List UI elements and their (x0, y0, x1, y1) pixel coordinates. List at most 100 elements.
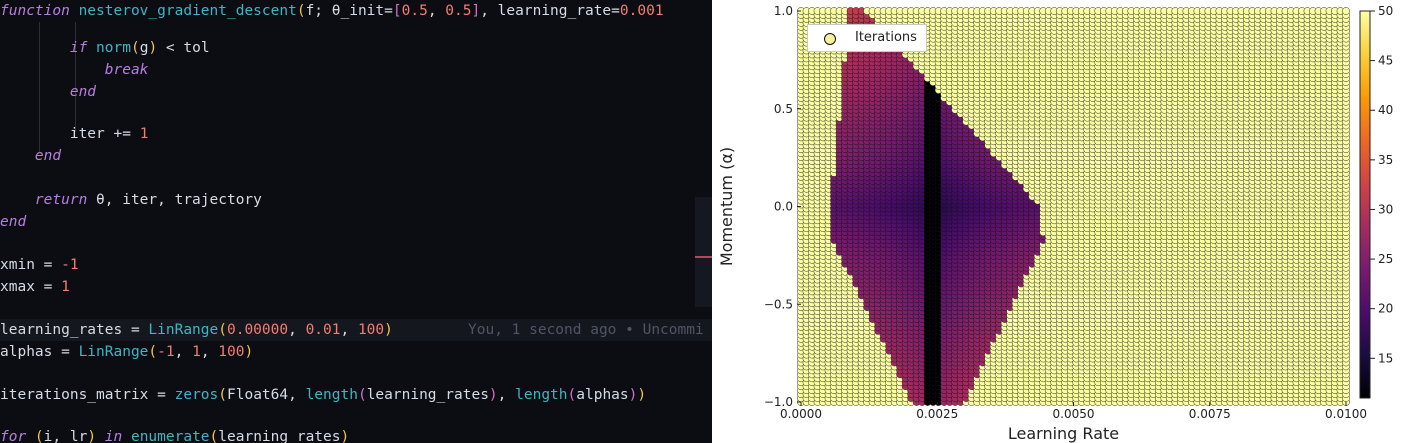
code-token: , (340, 322, 358, 338)
code-line[interactable]: for (i, lr) in enumerate(learning_rates) (0, 426, 712, 443)
code-token: ) (244, 344, 254, 360)
code-token: 0.5 (401, 3, 428, 19)
code-line[interactable]: end (0, 81, 712, 103)
code-line[interactable]: iterations_matrix = zeros(Float64, lengt… (0, 384, 712, 406)
code-token: zeros (174, 387, 219, 403)
code-token: LinRange (148, 322, 219, 338)
code-token: end (69, 84, 97, 100)
code-line[interactable]: if norm(g) < tol (0, 37, 712, 59)
code-token: enumerate (130, 429, 210, 443)
code-token: alphas (576, 387, 629, 403)
code-token: iter (69, 126, 114, 142)
code-token: , (288, 322, 306, 338)
code-indent (0, 62, 105, 78)
code-token: , (497, 387, 516, 403)
code-indent (0, 40, 70, 56)
code-token: LinRange (78, 344, 149, 360)
git-change-marker (695, 256, 712, 258)
code-token: 0.001 (619, 3, 664, 19)
code-token: , (200, 344, 219, 360)
code-token: for (0, 429, 35, 443)
code-token: ( (148, 344, 158, 360)
code-token: [ (392, 3, 402, 19)
code-indent (0, 148, 35, 164)
editor-scrollbar[interactable] (695, 197, 712, 307)
code-token: end (0, 214, 27, 230)
code-token: learning_rates (366, 387, 489, 403)
code-token: ( (567, 387, 577, 403)
code-token: 0.5 (445, 3, 472, 19)
code-token: i, lr (43, 429, 88, 443)
code-token: , (174, 344, 193, 360)
code-token: ( (357, 387, 367, 403)
code-token: , (427, 3, 446, 19)
indent-guide (39, 22, 40, 153)
code-line[interactable]: end (0, 145, 712, 167)
code-token: 100 (357, 322, 385, 338)
code-token: ) (87, 429, 97, 443)
code-token: in (96, 429, 131, 443)
code-indent (0, 192, 35, 208)
heatmap-chart: 0.0000 0.0025 0.0050 0.0075 0.0100−1.0−0.50.… (717, 4, 1393, 443)
code-token: end (34, 148, 62, 164)
code-token: xmax = (0, 279, 62, 295)
code-token: ( (218, 322, 227, 338)
code-token: f; θ_init= (305, 3, 393, 19)
code-line[interactable]: return θ, iter, trajectory (0, 189, 712, 211)
code-editor[interactable]: function nesterov_gradient_descent(f; θ_… (0, 0, 712, 443)
code-line[interactable]: end (0, 211, 712, 233)
code-token: if (69, 40, 97, 56)
code-token: , (288, 387, 306, 403)
code-token: < tol (157, 40, 210, 56)
code-token: norm (96, 40, 131, 56)
code-token: ) (340, 429, 350, 443)
code-token: ( (34, 429, 44, 443)
code-token: -1 (61, 257, 79, 273)
code-token: nesterov_gradient_descent (78, 3, 297, 19)
code-line[interactable]: break (0, 59, 712, 81)
code-token: alphas = (0, 344, 79, 360)
code-token: ] (471, 3, 481, 19)
code-token: learning_rates = (0, 322, 149, 338)
code-line[interactable]: xmin = -1 (0, 254, 712, 276)
code-token: ( (218, 387, 227, 403)
code-token: 100 (218, 344, 245, 360)
code-token: 0.00000 (226, 322, 289, 338)
indent-guide (75, 44, 76, 86)
code-token: length (515, 387, 568, 403)
code-token: break (104, 62, 149, 78)
code-line[interactable]: learning_rates = LinRange(0.00000, 0.01,… (0, 319, 712, 341)
code-token: 1 (139, 126, 149, 142)
code-token: , learning_rate= (480, 3, 620, 19)
code-indent (0, 84, 70, 100)
code-token: 1 (192, 344, 201, 360)
code-token: 0.01 (305, 322, 341, 338)
code-token: ) (148, 40, 158, 56)
code-token: Float64 (227, 387, 289, 403)
code-token: function (0, 3, 79, 19)
code-token: ) (637, 387, 647, 403)
code-line[interactable]: function nesterov_gradient_descent(f; θ_… (0, 0, 712, 22)
code-line[interactable]: alphas = LinRange(-1, 1, 100) (0, 341, 712, 363)
code-token: ) (384, 322, 393, 338)
code-indent (0, 126, 70, 142)
code-token: ( (296, 3, 306, 19)
code-token: xmin = (0, 257, 62, 273)
code-token: += (113, 126, 131, 142)
code-line[interactable]: iter += 1 (0, 123, 712, 145)
code-token: 1 (61, 279, 70, 295)
scatter-points (797, 7, 1350, 406)
code-line[interactable]: xmax = 1 (0, 276, 712, 298)
code-token: -1 (157, 344, 175, 360)
code-token: learning_rates (218, 429, 341, 443)
code-token: ( (209, 429, 219, 443)
plot-panel: 0.0000 0.0025 0.0050 0.0075 0.0100 −1.0 −0.5 0.… (712, 0, 1418, 443)
code-token: length (305, 387, 358, 403)
code-token: θ, iter, trajectory (96, 192, 262, 208)
git-blame-annotation: You, 1 second ago • Uncommi (468, 322, 704, 338)
code-token: g (139, 40, 149, 56)
code-token: ( (130, 40, 140, 56)
code-token (131, 126, 140, 142)
code-token: iterations_matrix = (0, 387, 175, 403)
